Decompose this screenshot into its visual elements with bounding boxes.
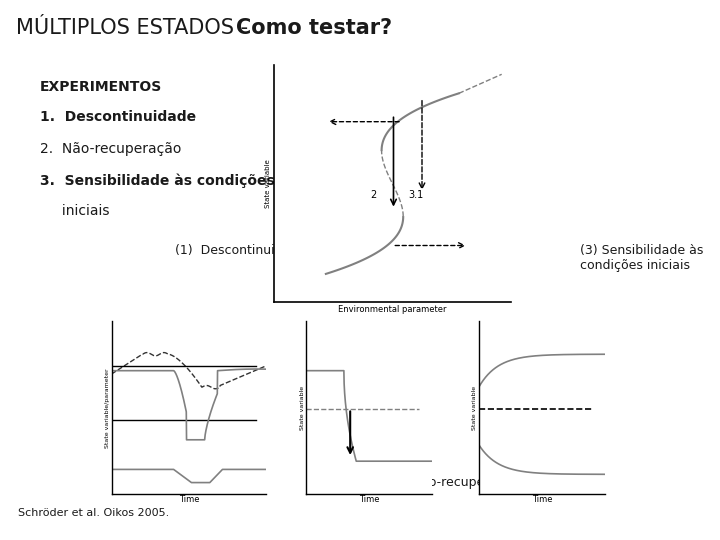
Text: MÚLTIPLOS ESTADOS -: MÚLTIPLOS ESTADOS -	[16, 18, 254, 38]
X-axis label: Environmental parameter: Environmental parameter	[338, 305, 446, 314]
Text: 1.  Descontinuidade: 1. Descontinuidade	[40, 110, 196, 124]
Y-axis label: State variable/parameter: State variable/parameter	[105, 368, 110, 448]
X-axis label: Time: Time	[531, 496, 552, 504]
Text: (1)  Descontinuidade: (1) Descontinuidade	[175, 244, 306, 257]
Text: EXPERIMENTOS: EXPERIMENTOS	[40, 80, 162, 94]
Y-axis label: State variable: State variable	[300, 386, 305, 430]
Text: 2.  Não-recuperação: 2. Não-recuperação	[40, 142, 181, 156]
Text: 3.1: 3.1	[408, 191, 424, 200]
Text: (2) Não-recuperação: (2) Não-recuperação	[390, 476, 520, 489]
Text: 3.  Sensibilidade às condições: 3. Sensibilidade às condições	[40, 174, 275, 188]
Text: Schröder et al. Oikos 2005.: Schröder et al. Oikos 2005.	[18, 508, 169, 518]
Y-axis label: State variable: State variable	[265, 159, 271, 208]
Text: (3) Sensibilidade às
condições iniciais: (3) Sensibilidade às condições iniciais	[580, 244, 703, 272]
Text: 2: 2	[370, 191, 377, 200]
Y-axis label: State variable: State variable	[472, 386, 477, 430]
X-axis label: Time: Time	[179, 496, 199, 504]
Text: iniciais: iniciais	[40, 204, 109, 218]
X-axis label: Time: Time	[359, 496, 379, 504]
Text: Como testar?: Como testar?	[236, 18, 392, 38]
